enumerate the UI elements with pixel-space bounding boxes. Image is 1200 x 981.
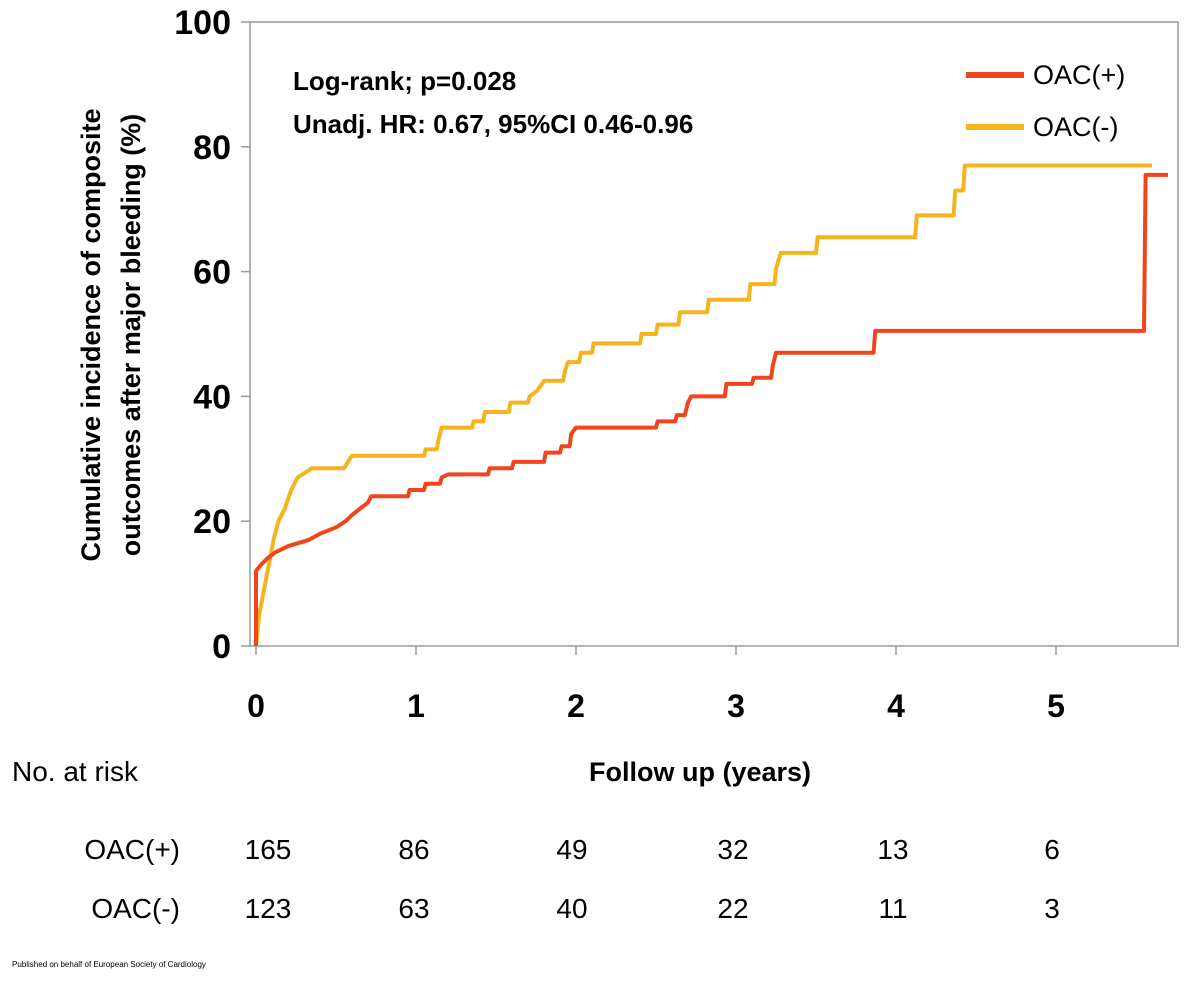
risk-cell: 49	[556, 834, 587, 865]
x-axis-label: Follow up (years)	[589, 757, 811, 787]
risk-cell: 13	[877, 834, 908, 865]
risk-cell: 3	[1044, 893, 1060, 924]
x-tick-label: 0	[247, 688, 265, 724]
y-tick-label: 20	[193, 503, 231, 541]
y-tick-label: 0	[212, 628, 231, 666]
risk-cell: 86	[398, 834, 429, 865]
series-layer	[254, 163, 1168, 647]
series-line-oac-plus	[254, 172, 1168, 646]
y-axis: 0 20 40 60 80 100	[174, 4, 250, 666]
risk-cell: 165	[245, 834, 292, 865]
legend-label-oac-plus: OAC(+)	[1033, 60, 1125, 90]
y-tick-label: 60	[193, 254, 231, 292]
risk-cell: 63	[398, 893, 429, 924]
risk-table-title: No. at risk	[12, 756, 139, 787]
x-tick-label: 4	[887, 688, 905, 724]
x-axis: 0 1 2 3 4 5	[247, 646, 1065, 724]
x-tick-label: 1	[407, 688, 425, 724]
y-tick-label: 100	[174, 4, 231, 42]
risk-cell: 6	[1044, 834, 1060, 865]
publisher-footer: Published on behalf of European Society …	[12, 960, 206, 969]
legend: OAC(+) OAC(-)	[966, 60, 1125, 142]
risk-row-label-oac-minus: OAC(-)	[91, 893, 180, 924]
risk-cell: 22	[717, 893, 748, 924]
risk-cell: 32	[717, 834, 748, 865]
x-tick-label: 2	[567, 688, 585, 724]
risk-table-values: 165 86 49 32 13 6 123 63 40 22 11 3	[245, 834, 1060, 924]
risk-row-label-oac-plus: OAC(+)	[84, 834, 180, 865]
risk-cell: 11	[878, 893, 907, 924]
series-line-oac-minus	[254, 163, 1152, 647]
y-tick-label: 40	[193, 378, 231, 416]
plot-frame	[249, 21, 1179, 647]
y-tick-label: 80	[193, 129, 231, 167]
x-tick-label: 3	[727, 688, 745, 724]
y-axis-label-line2: outcomes after major bleeding (%)	[116, 114, 146, 557]
hr-annotation: Unadj. HR: 0.67, 95%CI 0.46-0.96	[293, 109, 693, 139]
y-axis-label: Cumulative incidence of composite outcom…	[76, 108, 146, 561]
x-tick-label: 5	[1047, 688, 1065, 724]
risk-cell: 40	[556, 893, 587, 924]
logrank-annotation: Log-rank; p=0.028	[293, 66, 516, 96]
y-axis-label-line1: Cumulative incidence of composite	[76, 108, 106, 561]
risk-cell: 123	[245, 893, 292, 924]
legend-label-oac-minus: OAC(-)	[1033, 112, 1118, 142]
